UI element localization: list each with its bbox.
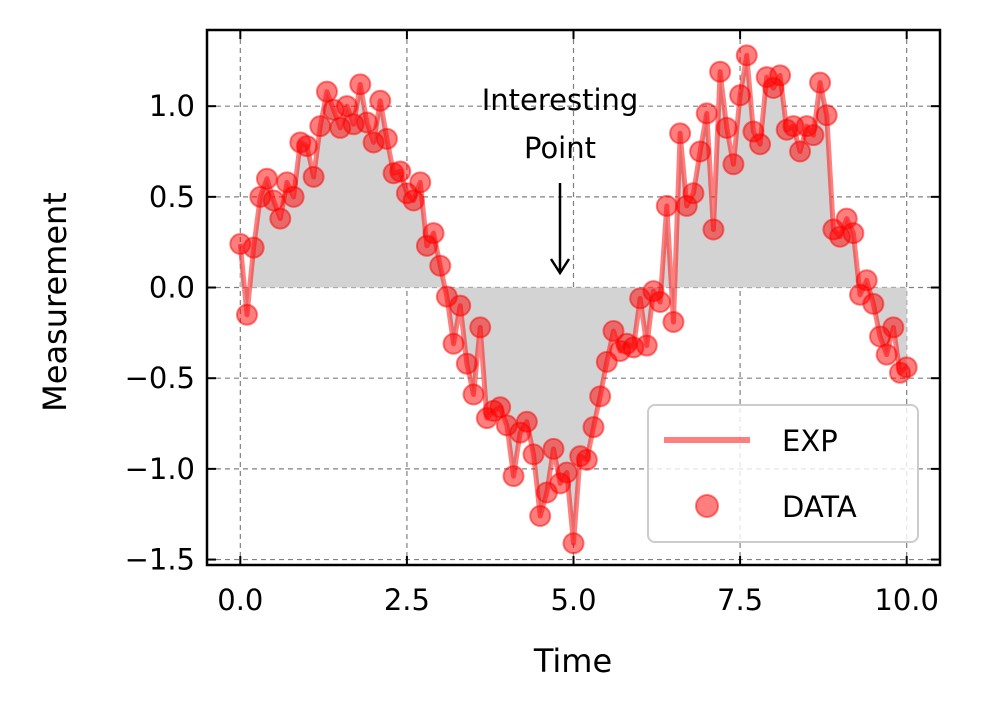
data-point [302, 165, 325, 188]
annotation-line-1: Interesting [482, 83, 639, 117]
data-point [655, 194, 678, 217]
y-axis-label: Measurement [36, 192, 74, 412]
data-point [855, 269, 878, 292]
data-point [389, 160, 412, 183]
data-point [682, 182, 705, 205]
legend-data-swatch [695, 494, 719, 518]
data-point [269, 207, 292, 230]
data-point [702, 218, 725, 241]
data-point [375, 127, 398, 150]
data-point [315, 80, 338, 103]
data-point [409, 171, 432, 194]
data-point [895, 356, 918, 379]
data-point [715, 116, 738, 139]
data-point [489, 396, 512, 419]
data-point [695, 102, 718, 125]
data-point [502, 465, 525, 488]
data-point [589, 385, 612, 408]
data-points [229, 44, 918, 555]
data-point [562, 532, 585, 555]
data-point [789, 140, 812, 163]
x-axis-label: Time [533, 642, 612, 680]
data-point [455, 352, 478, 375]
data-point [875, 343, 898, 366]
y-tick-label: 0.0 [149, 271, 195, 305]
data-point [602, 320, 625, 343]
data-point [729, 84, 752, 107]
fill-between-zero [240, 55, 907, 544]
annotation-arrow-head [549, 258, 571, 276]
data-point [555, 461, 578, 484]
y-tick-label: −0.5 [125, 361, 195, 395]
data-point [235, 303, 258, 326]
data-point [335, 95, 358, 118]
data-point [282, 185, 305, 208]
data-point [709, 60, 732, 83]
data-point [449, 294, 472, 317]
legend-exp-label: EXP [782, 424, 838, 458]
data-point [862, 292, 885, 315]
data-point [295, 135, 318, 158]
data-point [815, 104, 838, 127]
ticks [207, 30, 940, 565]
data-point [882, 316, 905, 339]
annotation: Interesting Point [482, 83, 639, 276]
data-point [255, 167, 278, 190]
data-point [669, 122, 692, 145]
fill-area [240, 55, 907, 544]
data-point [309, 115, 332, 138]
x-tick-label: 0.0 [217, 583, 263, 617]
data-point [522, 443, 545, 466]
x-tick-label: 5.0 [550, 583, 596, 617]
data-point [349, 73, 372, 96]
legend-data-label: DATA [782, 490, 857, 524]
data-point [735, 44, 758, 67]
data-point [809, 71, 832, 94]
x-tick-label: 7.5 [717, 583, 763, 617]
y-tick-label: 0.5 [149, 180, 195, 214]
data-point [442, 332, 465, 355]
annotation-line-2: Point [524, 131, 596, 165]
y-tick-label: −1.0 [125, 452, 195, 486]
data-point [749, 133, 772, 156]
data-point [662, 310, 685, 333]
data-point [689, 140, 712, 163]
x-tick-label: 10.0 [874, 583, 939, 617]
data-point [842, 222, 865, 245]
data-point [355, 111, 378, 134]
data-point [429, 254, 452, 277]
x-tick-label: 2.5 [384, 583, 430, 617]
data-point [769, 64, 792, 87]
y-tick-labels: −1.5 −1.0 −0.5 0.0 0.5 1.0 [125, 89, 195, 576]
data-point [649, 291, 672, 314]
data-point [529, 505, 552, 528]
y-tick-label: −1.5 [125, 543, 195, 577]
data-point [575, 448, 598, 471]
data-point [469, 316, 492, 339]
data-point [369, 89, 392, 112]
data-point [462, 383, 485, 406]
data-point [542, 437, 565, 460]
data-point [722, 153, 745, 176]
legend: EXP DATA [647, 404, 919, 543]
data-point [635, 334, 658, 357]
data-point [582, 416, 605, 439]
data-point [515, 410, 538, 433]
data-point [242, 236, 265, 259]
data-point [802, 124, 825, 147]
x-tick-labels: 0.0 2.5 5.0 7.5 10.0 [217, 583, 939, 617]
y-tick-label: 1.0 [149, 89, 195, 123]
data-point [262, 189, 285, 212]
data-point [402, 189, 425, 212]
data-point [422, 222, 445, 245]
